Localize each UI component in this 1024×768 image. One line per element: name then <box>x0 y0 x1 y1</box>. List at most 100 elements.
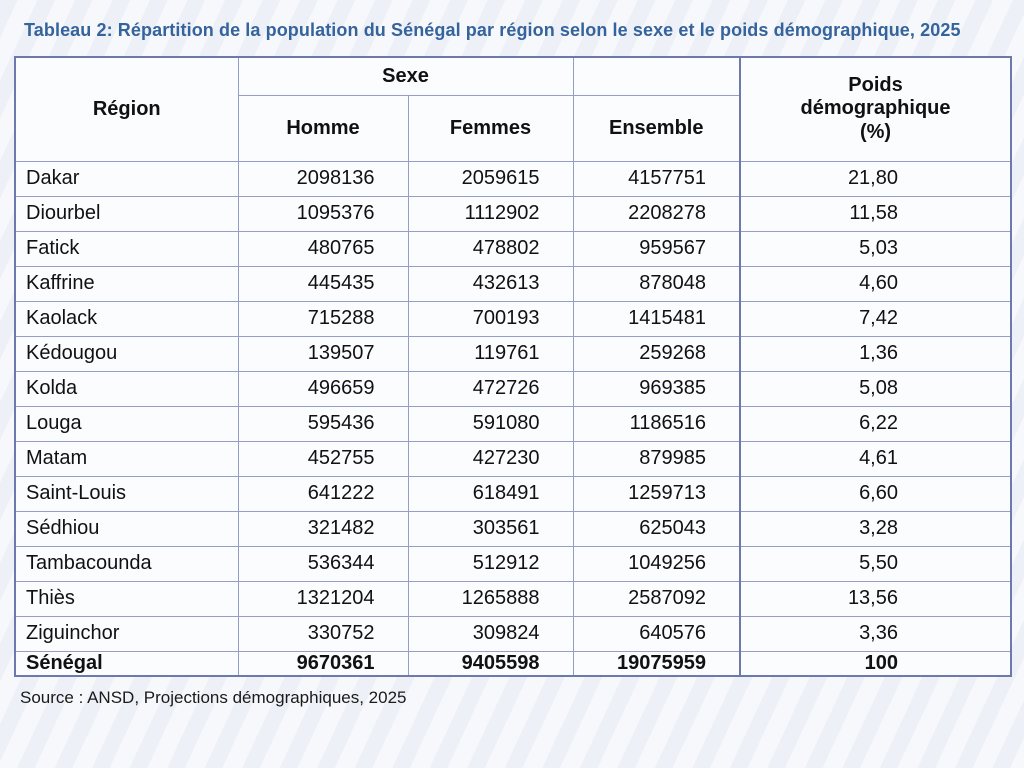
table-row: Kolda 496659 472726 969385 5,08 <box>14 370 1012 407</box>
cell-region: Kaolack <box>14 300 239 337</box>
header-homme: Homme <box>237 94 409 162</box>
cell-poids: 7,42 <box>739 300 1012 337</box>
cell-femmes: 432613 <box>407 265 574 302</box>
total-homme-cell: 9670361 <box>237 650 409 676</box>
cell-homme: 595436 <box>237 405 409 442</box>
cell-homme: 1321204 <box>237 580 409 617</box>
cell-femmes: 1265888 <box>407 580 574 617</box>
cell-femmes: 2059615 <box>407 160 574 197</box>
cell-poids: 4,60 <box>739 265 1012 302</box>
header-poids: Poids démographique (%) <box>739 56 1012 162</box>
cell-femmes: 119761 <box>407 335 574 372</box>
cell-homme: 321482 <box>237 510 409 547</box>
cell-ensemble: 1259713 <box>572 475 741 512</box>
header-region: Région <box>14 56 239 162</box>
cell-poids: 5,50 <box>739 545 1012 582</box>
cell-ensemble: 4157751 <box>572 160 741 197</box>
table-row: Fatick 480765 478802 959567 5,03 <box>14 230 1012 267</box>
cell-poids: 21,80 <box>739 160 1012 197</box>
cell-region: Kolda <box>14 370 239 407</box>
cell-homme: 330752 <box>237 615 409 652</box>
total-femmes-cell: 9405598 <box>407 650 574 676</box>
total-poids-cell: 100 <box>739 650 1012 676</box>
cell-homme: 536344 <box>237 545 409 582</box>
header-ensemble: Ensemble <box>572 94 741 162</box>
total-ensemble-cell: 19075959 <box>572 650 741 676</box>
cell-ensemble: 879985 <box>572 440 741 477</box>
table-row: Saint-Louis 641222 618491 1259713 6,60 <box>14 475 1012 512</box>
cell-homme: 452755 <box>237 440 409 477</box>
cell-poids: 6,22 <box>739 405 1012 442</box>
cell-region: Sédhiou <box>14 510 239 547</box>
cell-region: Kédougou <box>14 335 239 372</box>
cell-homme: 1095376 <box>237 195 409 232</box>
cell-region: Saint-Louis <box>14 475 239 512</box>
cell-femmes: 427230 <box>407 440 574 477</box>
cell-ensemble: 1049256 <box>572 545 741 582</box>
cell-femmes: 1112902 <box>407 195 574 232</box>
cell-femmes: 700193 <box>407 300 574 337</box>
cell-ensemble: 959567 <box>572 230 741 267</box>
cell-region: Tambacounda <box>14 545 239 582</box>
table-header: Région Sexe Poids démographique (%) Homm… <box>14 56 1012 162</box>
table-row: Kaffrine 445435 432613 878048 4,60 <box>14 265 1012 302</box>
page-title: Tableau 2: Répartition de la population … <box>24 20 961 40</box>
cell-femmes: 303561 <box>407 510 574 547</box>
cell-homme: 641222 <box>237 475 409 512</box>
population-table: Région Sexe Poids démographique (%) Homm… <box>14 56 1012 677</box>
cell-region: Ziguinchor <box>14 615 239 652</box>
header-femmes: Femmes <box>407 94 574 162</box>
table-row: Dakar 2098136 2059615 4157751 21,80 <box>14 160 1012 197</box>
cell-homme: 139507 <box>237 335 409 372</box>
table-row: Diourbel 1095376 1112902 2208278 11,58 <box>14 195 1012 232</box>
cell-femmes: 618491 <box>407 475 574 512</box>
table-row: Sédhiou 321482 303561 625043 3,28 <box>14 510 1012 547</box>
source-note: Source : ANSD, Projections démographique… <box>20 687 407 707</box>
cell-poids: 4,61 <box>739 440 1012 477</box>
cell-poids: 3,28 <box>739 510 1012 547</box>
table-row: Matam 452755 427230 879985 4,61 <box>14 440 1012 477</box>
cell-homme: 480765 <box>237 230 409 267</box>
cell-poids: 13,56 <box>739 580 1012 617</box>
table-row: Louga 595436 591080 1186516 6,22 <box>14 405 1012 442</box>
table-row: Kédougou 139507 119761 259268 1,36 <box>14 335 1012 372</box>
cell-ensemble: 640576 <box>572 615 741 652</box>
header-sexe-spacer <box>572 56 741 96</box>
cell-poids: 5,08 <box>739 370 1012 407</box>
table-row: Thiès 1321204 1265888 2587092 13,56 <box>14 580 1012 617</box>
cell-region: Fatick <box>14 230 239 267</box>
cell-ensemble: 2587092 <box>572 580 741 617</box>
cell-region: Kaffrine <box>14 265 239 302</box>
table-row: Kaolack 715288 700193 1415481 7,42 <box>14 300 1012 337</box>
table-row: Tambacounda 536344 512912 1049256 5,50 <box>14 545 1012 582</box>
cell-homme: 445435 <box>237 265 409 302</box>
cell-femmes: 512912 <box>407 545 574 582</box>
cell-femmes: 591080 <box>407 405 574 442</box>
total-region-cell: Sénégal <box>14 650 239 676</box>
cell-homme: 2098136 <box>237 160 409 197</box>
cell-ensemble: 2208278 <box>572 195 741 232</box>
cell-ensemble: 625043 <box>572 510 741 547</box>
cell-region: Thiès <box>14 580 239 617</box>
cell-region: Louga <box>14 405 239 442</box>
cell-region: Matam <box>14 440 239 477</box>
cell-poids: 11,58 <box>739 195 1012 232</box>
cell-ensemble: 878048 <box>572 265 741 302</box>
cell-poids: 6,60 <box>739 475 1012 512</box>
header-sexe-group: Sexe <box>237 56 574 96</box>
cell-poids: 1,36 <box>739 335 1012 372</box>
total-row: Sénégal 9670361 9405598 19075959 100 <box>14 650 1012 676</box>
cell-ensemble: 1186516 <box>572 405 741 442</box>
cell-region: Dakar <box>14 160 239 197</box>
cell-femmes: 309824 <box>407 615 574 652</box>
cell-region: Diourbel <box>14 195 239 232</box>
cell-ensemble: 259268 <box>572 335 741 372</box>
cell-ensemble: 1415481 <box>572 300 741 337</box>
cell-femmes: 478802 <box>407 230 574 267</box>
cell-ensemble: 969385 <box>572 370 741 407</box>
cell-homme: 496659 <box>237 370 409 407</box>
cell-femmes: 472726 <box>407 370 574 407</box>
cell-homme: 715288 <box>237 300 409 337</box>
table-body: Dakar 2098136 2059615 4157751 21,80 Diourbel 1… <box>14 160 1012 652</box>
